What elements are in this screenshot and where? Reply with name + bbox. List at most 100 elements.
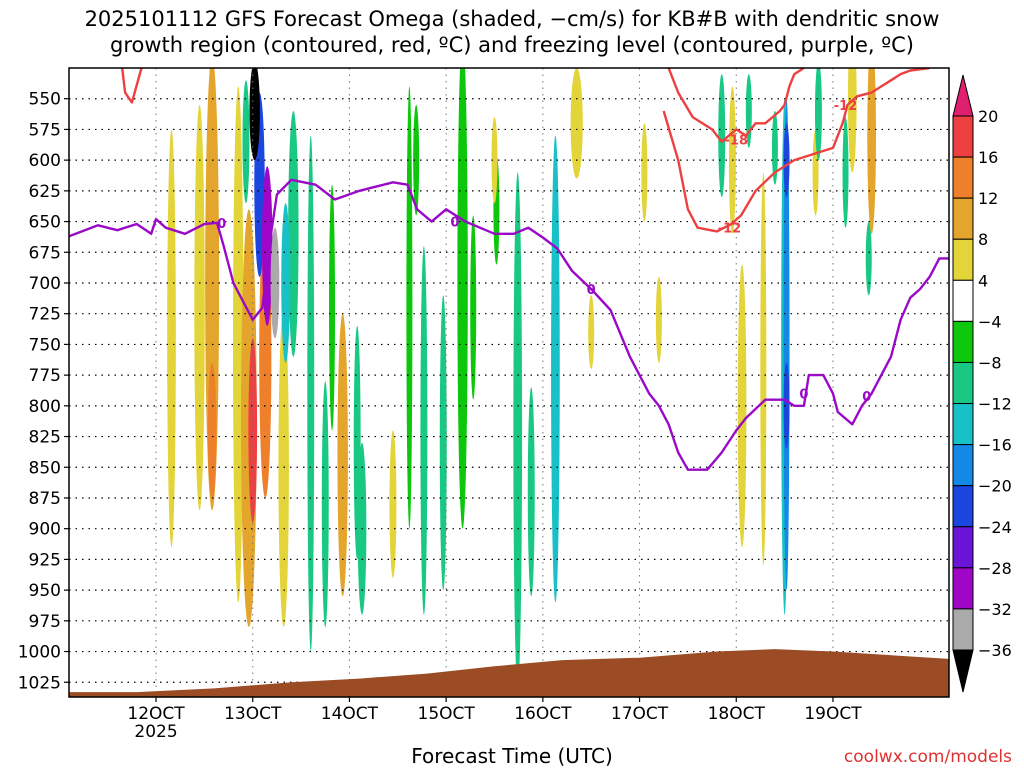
colorbar-segment — [952, 320, 974, 363]
omega-shade — [288, 110, 299, 357]
omega-shade — [783, 362, 790, 449]
dgz-contour — [667, 68, 805, 143]
omega-shade — [281, 203, 290, 363]
y-tick-label: 775 — [29, 366, 61, 386]
freezing-level-label: 0 — [862, 390, 871, 405]
y-tick-label: 875 — [29, 489, 61, 509]
omega-shade — [167, 129, 176, 548]
y-tick-label: 900 — [29, 520, 61, 540]
omega-shade — [513, 172, 523, 689]
y-tick-label: 975 — [29, 612, 61, 632]
omega-shade — [470, 215, 477, 400]
omega-shade — [737, 264, 747, 548]
y-tick-label: 550 — [29, 90, 61, 110]
colorbar-segment — [952, 608, 974, 651]
colorbar-label: 16 — [978, 148, 998, 167]
colorbar-label: −8 — [978, 353, 1002, 372]
omega-shade — [406, 86, 413, 529]
colorbar-segment — [952, 156, 974, 199]
colorbar-label: −4 — [978, 312, 1002, 331]
colorbar-label: 20 — [978, 107, 998, 126]
omega-shade — [337, 313, 348, 597]
plot-area: 0 0 0 0 0 -18 -12 -12 — [69, 68, 949, 697]
omega-shade — [760, 172, 767, 566]
omega-shade — [491, 117, 498, 204]
y-tick-label: 750 — [29, 335, 61, 355]
omega-shade — [588, 295, 595, 369]
y-tick-label: 925 — [29, 550, 61, 570]
omega-shade — [389, 430, 397, 578]
omega-shade — [242, 80, 250, 204]
colorbar-label: −16 — [978, 436, 1012, 455]
x-tick-label: 15OCT — [418, 704, 476, 724]
dgz-label: -18 — [725, 133, 749, 148]
omega-shade — [307, 135, 315, 652]
omega-shade — [847, 68, 857, 173]
chart-title: 2025101112 GFS Forecast Omega (shaded, −… — [84, 7, 940, 57]
colorbar-segment — [952, 361, 974, 405]
colorbar-label: 12 — [978, 189, 998, 208]
omega-shade — [551, 135, 560, 603]
colorbar-label: 8 — [978, 230, 988, 249]
y-tick-label: 1000 — [18, 643, 61, 663]
freezing-level-label: 0 — [217, 217, 226, 232]
x-tick-label: 13OCT — [224, 704, 282, 724]
y-tick-label: 850 — [29, 458, 61, 478]
omega-shade — [439, 295, 447, 591]
x-tick-label: 12OCT — [127, 704, 185, 724]
omega-shade — [867, 68, 876, 234]
colorbar-segment — [952, 279, 974, 322]
dgz-label: -12 — [718, 222, 742, 237]
colorbar-label: −12 — [978, 395, 1012, 414]
colorbar-segment — [952, 567, 974, 610]
colorbar-label: −32 — [978, 600, 1012, 619]
x-tick-label: 16OCT — [514, 704, 572, 724]
colorbar-segment — [952, 115, 974, 158]
omega-shade — [321, 381, 329, 627]
colorbar-segment — [952, 444, 974, 487]
omega-shade — [641, 123, 648, 222]
omega-shade — [718, 74, 726, 197]
dgz-label: -12 — [834, 99, 858, 114]
omega-shade — [207, 362, 217, 498]
freezing-level-label: 0 — [587, 283, 596, 298]
colorbar-label: −36 — [978, 641, 1012, 660]
colorbar-bottom-arrow — [952, 649, 974, 693]
terrain — [69, 649, 949, 697]
colorbar-label: −20 — [978, 477, 1012, 496]
colorbar-label: −28 — [978, 559, 1012, 578]
y-tick-label: 800 — [29, 397, 61, 417]
x-tick-label: 14OCT — [321, 704, 379, 724]
y-tick-label: 625 — [29, 182, 61, 202]
colorbar-label: 4 — [978, 271, 988, 290]
x-tick-label: 18OCT — [708, 704, 766, 724]
omega-shade — [270, 227, 280, 339]
omega-shade — [413, 104, 420, 216]
colorbar-label: −24 — [978, 518, 1012, 537]
freezing-level-contour — [69, 178, 949, 471]
x-tick-label: 17OCT — [611, 704, 669, 724]
omega-shade — [771, 110, 778, 185]
omega-shade — [194, 104, 205, 511]
plot-frame — [68, 67, 950, 698]
freezing-level-label: 0 — [799, 388, 808, 403]
colorbar-top-arrow — [952, 74, 974, 117]
y-tick-label: 675 — [29, 243, 61, 263]
y-tick-label: 950 — [29, 581, 61, 601]
colorbar-segment — [952, 485, 974, 528]
x-tick-label: 19OCT — [804, 704, 862, 724]
y-tick-label: 825 — [29, 428, 61, 448]
credit-text: coolwx.com/models — [843, 747, 1012, 767]
colorbar-segment — [952, 238, 974, 281]
omega-shade — [783, 123, 790, 197]
dgz-contour — [121, 68, 143, 104]
omega-shade — [842, 117, 849, 228]
y-tick-label: 725 — [29, 305, 61, 325]
omega-shade — [248, 338, 258, 523]
colorbar-segment — [952, 403, 974, 446]
omega-shade — [655, 276, 662, 363]
omega-shade — [457, 68, 468, 529]
y-tick-label: 575 — [29, 120, 61, 140]
y-tick-label: 700 — [29, 274, 61, 294]
x-tick-sublabel: 2025 — [134, 722, 177, 742]
